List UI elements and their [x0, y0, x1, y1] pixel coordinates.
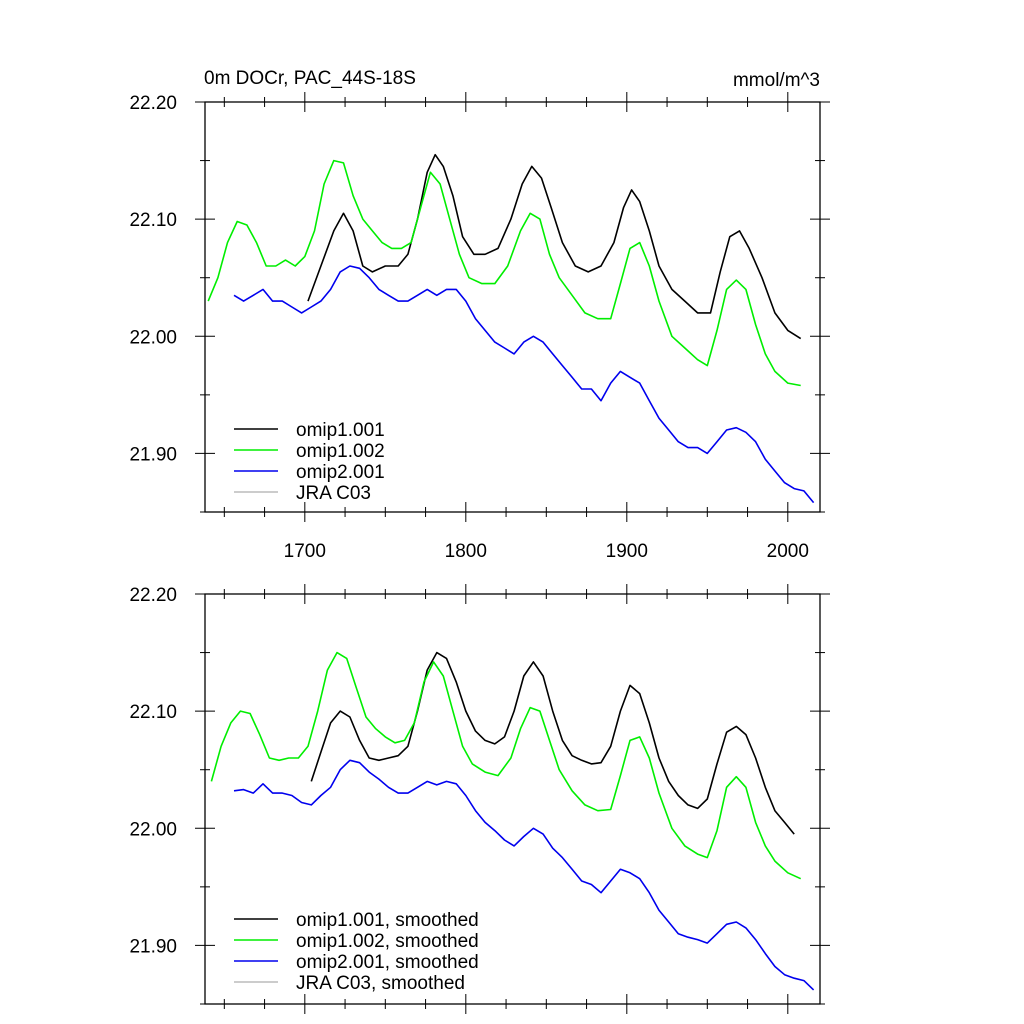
- x-tick-label: 1700: [284, 541, 326, 562]
- figure-title: 0m DOCr, PAC_44S-18S: [204, 68, 416, 89]
- series-line-omip1-002: [207, 159, 801, 387]
- series-line-omip2-001: [233, 265, 815, 504]
- series-line-omip1-001: [307, 153, 802, 340]
- plot-frame: [204, 101, 821, 513]
- panel-raw: 1700 1800 1900 2000 21.90 22.00 22.10 22…: [129, 92, 830, 562]
- legend-label: omip2.001, smoothed: [296, 952, 479, 973]
- y-tick-label: 22.00: [129, 819, 177, 840]
- legend: omip1.001, smoothed omip1.002, smoothed …: [234, 910, 479, 994]
- series-group: [207, 153, 815, 504]
- y-tick-label: 21.90: [129, 444, 177, 465]
- series-line-omip1-001-smoothed: [310, 651, 795, 835]
- series-group: [210, 651, 815, 991]
- y-tick-labels: 21.90 22.00 22.10 22.20: [129, 585, 177, 957]
- legend-label: JRA C03: [296, 483, 371, 504]
- y-tick-label: 22.10: [129, 702, 177, 723]
- legend-label: omip1.002, smoothed: [296, 931, 479, 952]
- units-label: mmol/m^3: [733, 70, 820, 91]
- x-tick-labels: 1700 1800 1900 2000: [284, 541, 809, 562]
- legend: omip1.001 omip1.002 omip2.001 JRA C03: [234, 420, 385, 504]
- plot-frame: [204, 593, 821, 1005]
- axis-ticks: [195, 92, 830, 522]
- y-tick-labels: 21.90 22.00 22.10 22.20: [129, 93, 177, 465]
- legend-label: JRA C03, smoothed: [296, 973, 465, 994]
- legend-label: omip2.001: [296, 462, 385, 483]
- y-tick-label: 22.10: [129, 210, 177, 231]
- axis-ticks: [195, 584, 830, 1014]
- legend-label: omip1.001: [296, 420, 385, 441]
- panel-smoothed: 21.90 22.00 22.10 22.20 omip1.001, smoot…: [129, 584, 830, 1014]
- x-tick-label: 2000: [767, 541, 809, 562]
- y-tick-label: 22.00: [129, 327, 177, 348]
- series-line-omip2-001-smoothed: [233, 759, 815, 991]
- legend-label: omip1.001, smoothed: [296, 910, 479, 931]
- x-tick-label: 1900: [606, 541, 648, 562]
- y-tick-label: 22.20: [129, 93, 177, 114]
- series-line-omip1-002-smoothed: [210, 651, 802, 880]
- y-tick-label: 22.20: [129, 585, 177, 606]
- x-tick-label: 1800: [445, 541, 487, 562]
- y-tick-label: 21.90: [129, 936, 177, 957]
- legend-label: omip1.002: [296, 441, 385, 462]
